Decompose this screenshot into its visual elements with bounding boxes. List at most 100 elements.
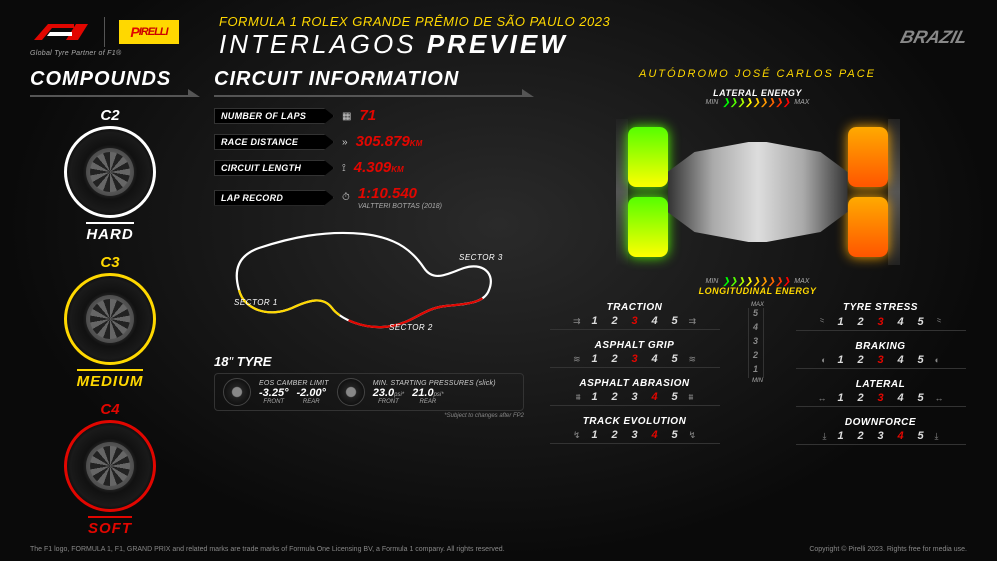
- compound-soft: C4 SOFT: [30, 401, 190, 538]
- info-row: RACE DISTANCE » 305.879KM: [214, 133, 524, 151]
- tyre-rear-left: [848, 127, 888, 187]
- rating-cell: 4: [891, 430, 911, 442]
- rating-vertical-scale: MAX 54321 MIN: [748, 302, 768, 455]
- tyre-front-left: [628, 127, 668, 187]
- rating-icon: ⩩: [576, 392, 581, 403]
- rating-icon: ≋: [573, 354, 581, 365]
- rating-cell: 4: [645, 429, 665, 441]
- rating-title: DOWNFORCE: [796, 417, 966, 428]
- info-row: LAP RECORD ⏱ 1:10.540 VALTTERI BOTTAS (2…: [214, 185, 524, 210]
- spec-footnote: *Subject to changes after FP2: [214, 413, 524, 419]
- vscale-cell: 1: [748, 364, 764, 378]
- footer: The F1 logo, FORMULA 1, F1, GRAND PRIX a…: [30, 546, 967, 553]
- compound-name: HARD: [86, 222, 133, 243]
- camber-rear: -2.00°REAR: [296, 387, 325, 405]
- rating-icon: ↯: [573, 430, 581, 441]
- compound-code: C3: [30, 254, 190, 271]
- rating-cell: 1: [831, 316, 851, 328]
- mini-tyre-icon: [337, 378, 365, 406]
- rating-braking: BRAKING ◐12345◐: [796, 341, 966, 369]
- info-label: NUMBER OF LAPS: [214, 108, 334, 124]
- right-column: AUTÓDROMO JOSÉ CARLOS PACE LATERAL ENERG…: [548, 68, 967, 548]
- rating-icon: ≋: [689, 354, 697, 365]
- rating-title: TRACTION: [550, 302, 720, 313]
- rating-icon: ◐: [935, 355, 940, 365]
- rating-icon: ↯: [689, 430, 697, 441]
- rating-cell: 1: [585, 353, 605, 365]
- rating-cell: 4: [645, 353, 665, 365]
- circuit-name: AUTÓDROMO JOSÉ CARLOS PACE: [548, 68, 967, 80]
- circuit-column: CIRCUIT INFORMATION NUMBER OF LAPS ▦ 71 …: [214, 68, 524, 548]
- info-value: 1:10.540 VALTTERI BOTTAS (2018): [358, 185, 442, 210]
- rating-icon: ⤓: [935, 431, 939, 442]
- rating-title: ASPHALT ABRASION: [550, 378, 720, 389]
- rating-cell: 2: [851, 430, 871, 442]
- rating-cell: 1: [831, 354, 851, 366]
- camber-title: EOS CAMBER LIMIT: [259, 380, 329, 387]
- info-value: 305.879KM: [356, 133, 423, 151]
- compound-code: C2: [30, 107, 190, 124]
- compound-name: MEDIUM: [77, 369, 144, 390]
- rating-title: LATERAL: [796, 379, 966, 390]
- rating-cell: 5: [665, 353, 685, 365]
- rating-track-evolution: TRACK EVOLUTION ↯12345↯: [550, 416, 720, 444]
- preview-title: INTERLAGOS PREVIEW: [219, 29, 901, 60]
- info-label: RACE DISTANCE: [214, 134, 334, 150]
- footer-legal: The F1 logo, FORMULA 1, F1, GRAND PRIX a…: [30, 546, 505, 553]
- tyre-graphic: [64, 273, 156, 365]
- rating-cell: 3: [871, 430, 891, 442]
- rating-cell: 2: [851, 392, 871, 404]
- front-wing: [616, 119, 628, 265]
- tagline: Global Tyre Partner of F1®: [30, 50, 179, 57]
- vscale-cell: 3: [748, 336, 764, 350]
- rating-cell: 5: [911, 392, 931, 404]
- rating-icon: ⺀: [817, 315, 826, 328]
- info-row: CIRCUIT LENGTH ⟟ 4.309KM: [214, 159, 524, 177]
- rating-downforce: DOWNFORCE ⤓12345⤓: [796, 417, 966, 445]
- rating-icon: ⺀: [935, 315, 944, 328]
- rating-icon: ↔: [935, 393, 944, 403]
- rating-icon: ⇉: [573, 316, 581, 327]
- rating-cell: 1: [585, 315, 605, 327]
- camber-front: -3.25°FRONT: [259, 387, 288, 405]
- pressure-title: MIN. STARTING PRESSURES (slick): [373, 380, 496, 387]
- rating-cell: 2: [605, 353, 625, 365]
- rating-cell: 3: [871, 316, 891, 328]
- rating-cell: 1: [585, 391, 605, 403]
- sector-1-label: SECTOR 1: [234, 298, 278, 307]
- rating-cell: 1: [585, 429, 605, 441]
- rating-cell: 4: [891, 354, 911, 366]
- tyre-spec-title: 18" TYRE: [214, 354, 524, 369]
- f1-logo: [30, 20, 90, 44]
- car-diagram: [568, 107, 948, 267]
- rating-cell: 3: [625, 315, 645, 327]
- footer-copyright: Copyright © Pirelli 2023. Rights free fo…: [809, 546, 967, 553]
- ratings-grid: TRACTION ⇉12345⇉ ASPHALT GRIP ≋12345≋ AS…: [548, 302, 967, 455]
- rating-title: TYRE STRESS: [796, 302, 966, 313]
- compounds-title: COMPOUNDS: [30, 68, 190, 97]
- rating-cell: 2: [605, 391, 625, 403]
- rating-cell: 2: [851, 316, 871, 328]
- header: PIRELLI Global Tyre Partner of F1® FORMU…: [0, 0, 997, 68]
- rating-traction: TRACTION ⇉12345⇉: [550, 302, 720, 330]
- logo-block: PIRELLI Global Tyre Partner of F1®: [30, 17, 179, 57]
- lateral-energy-scale: MIN❯❯❯❯❯❯❯❯❯MAX: [548, 98, 967, 107]
- rating-cell: 5: [911, 316, 931, 328]
- circuit-info-title: CIRCUIT INFORMATION: [214, 68, 524, 97]
- rating-cell: 5: [665, 429, 685, 441]
- tyre-front-right: [628, 197, 668, 257]
- rating-cell: 5: [911, 354, 931, 366]
- pressure-rear: 21.0psi*REAR: [412, 387, 443, 405]
- rating-cell: 5: [665, 315, 685, 327]
- pirelli-logo: PIRELLI: [119, 20, 179, 44]
- car-body: [668, 142, 848, 242]
- compound-name: SOFT: [88, 516, 132, 537]
- tyre-graphic: [64, 420, 156, 512]
- info-label: CIRCUIT LENGTH: [214, 160, 334, 176]
- longitudinal-energy-scale: MIN❯❯❯❯❯❯❯❯❯MAX: [548, 277, 967, 286]
- compound-medium: C3 MEDIUM: [30, 254, 190, 391]
- info-icon: »: [342, 137, 348, 148]
- pressure-front: 23.0psi*FRONT: [373, 387, 404, 405]
- event-name: FORMULA 1 ROLEX GRANDE PRÊMIO DE SÃO PAU…: [219, 14, 901, 29]
- rating-cell: 2: [851, 354, 871, 366]
